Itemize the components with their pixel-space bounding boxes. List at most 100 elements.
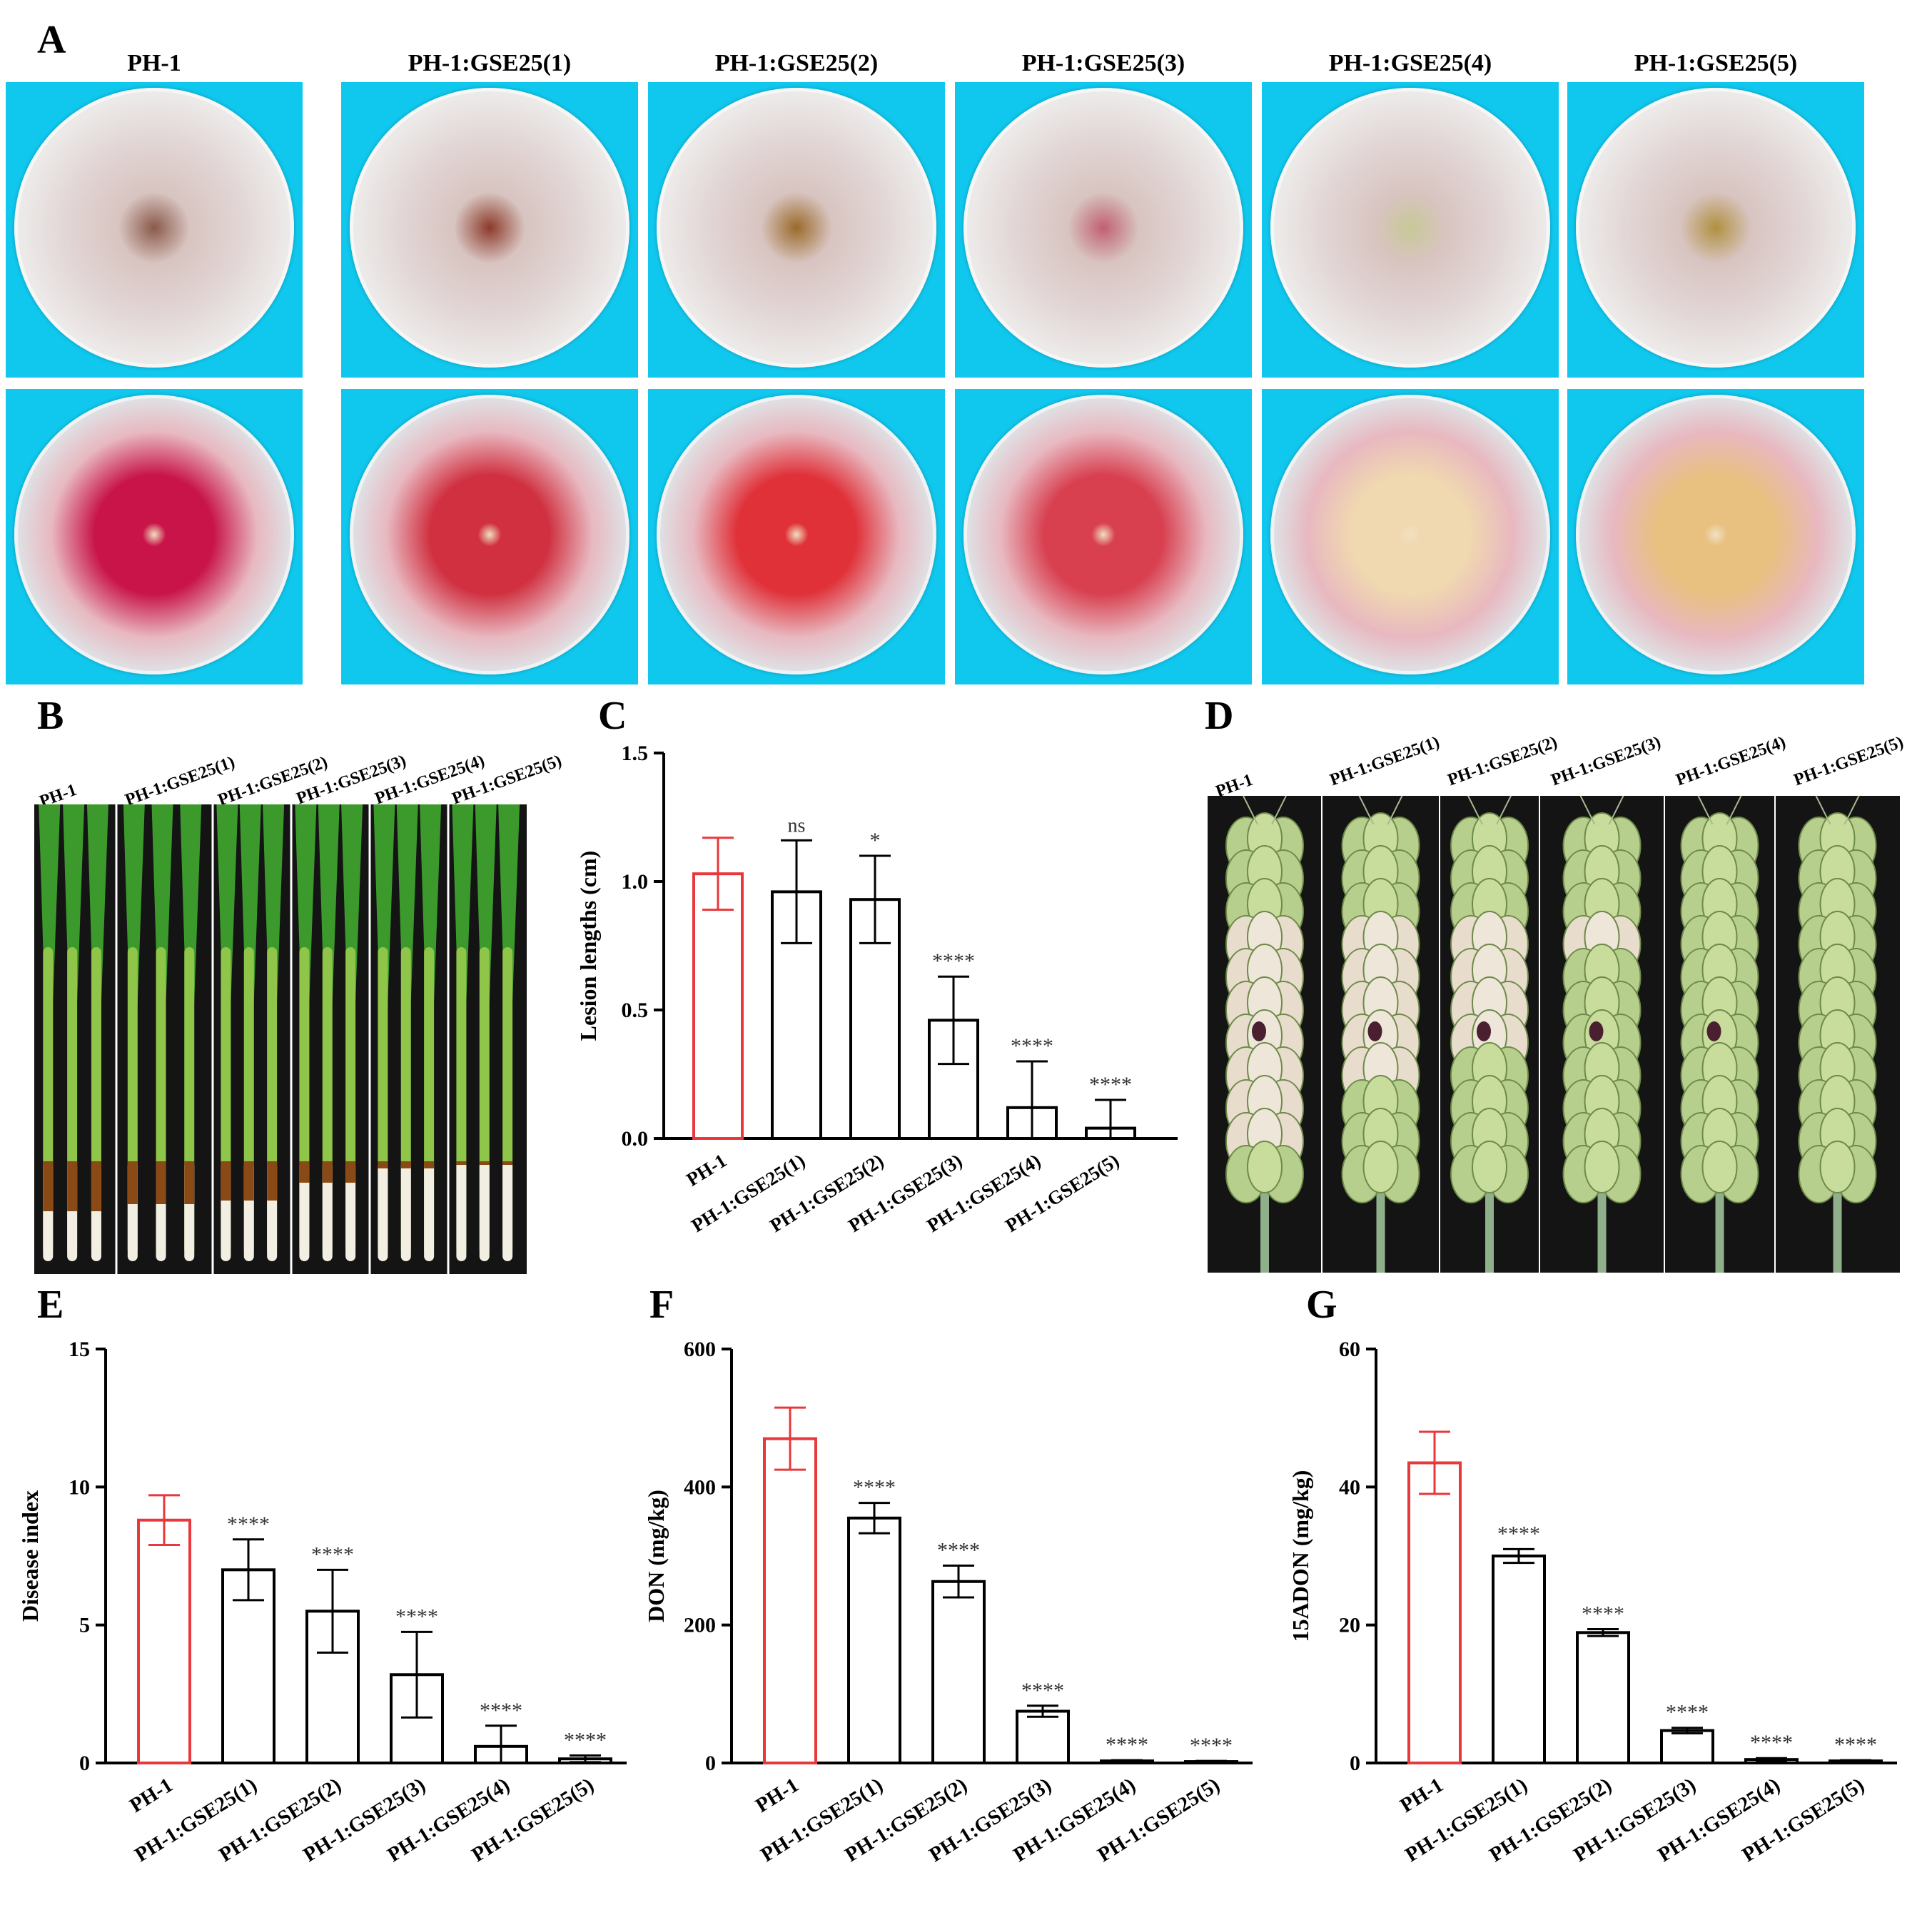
bar bbox=[1016, 1709, 1070, 1764]
seedling-leaf bbox=[216, 804, 238, 1040]
petri-dish bbox=[14, 395, 294, 675]
seedling-lesion bbox=[127, 1161, 138, 1204]
seedling-base bbox=[322, 1161, 333, 1261]
spike-stalk bbox=[1376, 1167, 1385, 1273]
significance-label: **** bbox=[853, 1476, 896, 1500]
spike-label: PH-1:GSE25(2) bbox=[1445, 732, 1560, 790]
y-tick-label: 60 bbox=[1339, 1338, 1360, 1361]
seedling-base bbox=[424, 1161, 435, 1261]
colony-plate-top bbox=[1262, 82, 1559, 378]
spikelet bbox=[1472, 1141, 1507, 1193]
awn bbox=[1815, 795, 1831, 825]
spike-stalk bbox=[1485, 1167, 1494, 1273]
y-axis-label: DON (mg/kg) bbox=[643, 1490, 669, 1622]
bar bbox=[1407, 1461, 1462, 1764]
significance-label: * bbox=[870, 829, 881, 852]
seedling-photo bbox=[34, 804, 527, 1274]
seedling-lesion bbox=[267, 1161, 278, 1201]
petri-dish bbox=[350, 88, 629, 368]
seedling-lesion bbox=[91, 1161, 101, 1211]
inoculation-site bbox=[1706, 1021, 1721, 1041]
significance-label: **** bbox=[1106, 1733, 1148, 1757]
significance-label: **** bbox=[1011, 1034, 1053, 1058]
awn bbox=[1579, 795, 1596, 825]
bar bbox=[931, 1580, 986, 1764]
awn bbox=[1844, 795, 1860, 825]
y-tick-label: 600 bbox=[684, 1338, 716, 1361]
spike-label: PH-1:GSE25(1) bbox=[1327, 732, 1442, 790]
significance-label: **** bbox=[937, 1539, 980, 1562]
seedling-lesion bbox=[456, 1161, 467, 1165]
x-tick-label: PH-1 bbox=[126, 1774, 177, 1817]
significance-label: **** bbox=[395, 1605, 438, 1628]
petri-dish bbox=[657, 88, 936, 368]
spikelet bbox=[1584, 1141, 1620, 1193]
significance-label: **** bbox=[1089, 1073, 1132, 1096]
seedling-lesion bbox=[67, 1161, 78, 1211]
awn bbox=[1608, 795, 1624, 825]
y-tick-label: 0.5 bbox=[622, 999, 649, 1022]
bar bbox=[1492, 1555, 1546, 1764]
significance-label: **** bbox=[1497, 1522, 1540, 1545]
inoculation-site bbox=[1367, 1021, 1382, 1041]
plate-label: PH-1:GSE25(1) bbox=[408, 50, 572, 76]
bar bbox=[763, 1437, 817, 1765]
seedling-lesion bbox=[299, 1161, 310, 1183]
x-tick-label: PH-1 bbox=[752, 1774, 803, 1817]
spike-label: PH-1:GSE25(5) bbox=[1791, 732, 1906, 790]
y-tick-label: 15 bbox=[69, 1338, 90, 1361]
seedling-lesion bbox=[322, 1161, 333, 1183]
significance-label: **** bbox=[1666, 1701, 1709, 1724]
significance-label: **** bbox=[1021, 1679, 1064, 1702]
colony-plate-top bbox=[955, 82, 1252, 378]
seedling-lesion bbox=[184, 1161, 195, 1204]
y-tick-label: 0.0 bbox=[622, 1127, 649, 1151]
significance-label: **** bbox=[1582, 1602, 1624, 1625]
seedling-base bbox=[378, 1161, 388, 1261]
colony-plate-top bbox=[341, 82, 638, 378]
colony-plate-bottom bbox=[1262, 389, 1559, 684]
spike-stalk bbox=[1833, 1167, 1842, 1273]
seedling-lesion bbox=[400, 1161, 411, 1168]
seedling-lesion bbox=[243, 1161, 254, 1201]
spike-background bbox=[1208, 796, 1900, 1273]
panel-label-f: F bbox=[649, 1283, 674, 1327]
y-axis-label: 15ADON (mg/kg) bbox=[1288, 1470, 1313, 1642]
seedling-lesion bbox=[502, 1161, 513, 1165]
awn bbox=[1358, 795, 1375, 825]
bar bbox=[1660, 1729, 1714, 1764]
seedling-lesion bbox=[156, 1161, 166, 1204]
significance-label: **** bbox=[480, 1699, 522, 1722]
petri-dish bbox=[1576, 395, 1856, 675]
seedling-base bbox=[299, 1161, 310, 1261]
x-tick-label: PH-1 bbox=[682, 1150, 730, 1191]
significance-label: **** bbox=[1834, 1733, 1877, 1757]
colony-plate-top bbox=[648, 82, 945, 378]
seedling-leaf bbox=[373, 804, 395, 1040]
inoculation-site bbox=[1477, 1021, 1491, 1041]
plate-label: PH-1:GSE25(3) bbox=[1021, 50, 1185, 76]
seedling-base bbox=[502, 1161, 513, 1261]
spikelet bbox=[1247, 1141, 1283, 1193]
y-tick-label: 0 bbox=[1350, 1752, 1360, 1775]
seedling-lesion bbox=[43, 1161, 54, 1211]
bar bbox=[692, 872, 744, 1140]
plate-label: PH-1:GSE25(4) bbox=[1328, 50, 1492, 76]
significance-label: **** bbox=[1750, 1731, 1793, 1754]
significance-label: **** bbox=[227, 1512, 270, 1536]
awn bbox=[1697, 795, 1714, 825]
petri-dish bbox=[964, 88, 1243, 368]
panel-label-e: E bbox=[37, 1283, 64, 1327]
y-tick-label: 400 bbox=[684, 1475, 716, 1499]
awn bbox=[1387, 795, 1403, 825]
seedling-lesion bbox=[221, 1161, 231, 1201]
petri-dish bbox=[1576, 88, 1856, 368]
y-tick-label: 0 bbox=[79, 1752, 90, 1775]
spikelet bbox=[1701, 1141, 1738, 1193]
y-axis-label: Disease index bbox=[17, 1490, 43, 1622]
spikelet bbox=[1362, 1141, 1399, 1193]
